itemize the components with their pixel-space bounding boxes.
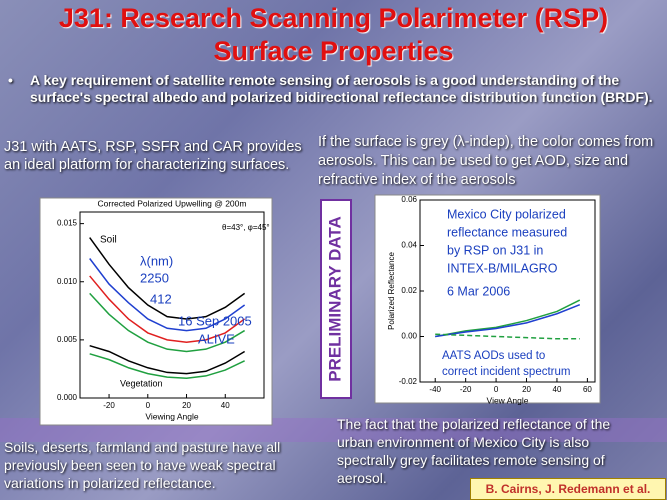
- left-text: J31 with AATS, RSP, SSFR and CAR provide…: [4, 139, 302, 173]
- x-axis-label: View Angle: [487, 395, 529, 405]
- annotation: reflectance measured: [447, 225, 567, 239]
- annotation: λ(nm): [140, 253, 173, 268]
- x-tick-label: -20: [460, 385, 472, 394]
- title: J31: Research Scanning Polarimeter (RSP)…: [0, 2, 667, 68]
- series-line: [89, 292, 246, 353]
- annotation: Mexico City polarized: [447, 207, 566, 221]
- annotation: ALIVE: [198, 331, 235, 346]
- series-line: [89, 237, 246, 320]
- series-line: [89, 258, 246, 332]
- y-tick-label: 0.06: [401, 195, 417, 204]
- y-tick-label: 0.010: [57, 277, 78, 286]
- x-tick-label: 0: [494, 385, 499, 394]
- x-tick-label: -20: [103, 401, 115, 410]
- y-tick-label: 0.000: [57, 393, 78, 402]
- series-line: [89, 353, 245, 379]
- chart-title: Corrected Polarized Upwelling @ 200m: [98, 198, 247, 208]
- x-tick-label: 0: [146, 401, 151, 410]
- annotation: Vegetation: [120, 378, 163, 388]
- annotation: correct incident spectrum: [442, 366, 570, 378]
- y-axis-label: Polarized Reflectance: [387, 252, 396, 330]
- annotation: 6 Mar 2006: [447, 284, 510, 298]
- stamp-box: [320, 199, 352, 399]
- annotation: 2250: [140, 270, 169, 285]
- x-tick-label: 40: [221, 401, 230, 410]
- title-line: J31: Research Scanning Polarimeter (RSP): [58, 3, 609, 33]
- bottom-right-text: The fact that the polarized reflectance …: [337, 416, 611, 486]
- stamp: PRELIMINARY DATA: [325, 216, 344, 382]
- y-tick-label: 0.005: [57, 335, 78, 344]
- series-line: [89, 344, 246, 375]
- chart-panel: [374, 194, 601, 404]
- chart-panel: [39, 197, 273, 426]
- annotation: θ=43°, φ=45°: [222, 223, 270, 232]
- series-line: [435, 333, 580, 340]
- annotation: AATS AODs used to: [442, 350, 545, 362]
- x-tick-label: 40: [553, 385, 562, 394]
- series-line: [435, 299, 581, 338]
- y-tick-label: -0.02: [399, 377, 418, 386]
- x-axis-label: Viewing Angle: [145, 411, 199, 421]
- annotation: 16 Sep 2005: [178, 313, 252, 328]
- bottom-left-text: Soils, deserts, farmland and pasture hav…: [4, 439, 281, 491]
- bullet: A key requirement of satellite remote se…: [8, 72, 660, 106]
- x-tick-label: 20: [182, 401, 191, 410]
- annotation: INTEX-B/MILAGRO: [447, 261, 558, 275]
- y-tick-label: 0.02: [401, 286, 417, 295]
- series-line: [89, 275, 246, 343]
- right-text: If the surface is grey (λ-indep), the co…: [318, 134, 654, 188]
- title-line: Surface Properties: [213, 36, 454, 66]
- x-tick-label: -40: [429, 385, 441, 394]
- credit: B. Cairns, J. Redemann et al.: [470, 478, 666, 500]
- x-tick-label: 20: [522, 385, 531, 394]
- annotation: 412: [150, 291, 172, 306]
- series-line: [435, 303, 581, 338]
- x-tick-label: 60: [583, 385, 592, 394]
- annotation: by RSP on J31 in: [447, 243, 543, 257]
- y-tick-label: 0.00: [401, 332, 417, 341]
- plot-frame: [79, 211, 265, 399]
- y-tick-label: 0.04: [401, 241, 417, 250]
- y-tick-label: 0.015: [57, 219, 78, 228]
- annotation: Soil: [100, 235, 117, 246]
